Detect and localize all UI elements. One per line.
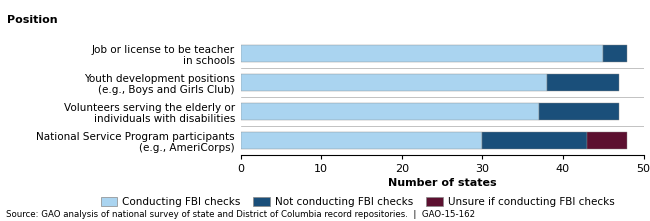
Bar (482, 132, 587, 149)
Text: Source: GAO analysis of national survey of state and District of Columbia record: Source: GAO analysis of national survey … (6, 210, 476, 219)
X-axis label: Number of states: Number of states (387, 178, 497, 188)
Legend: Conducting FBI checks, Not conducting FBI checks, Unsure if conducting FBI check: Conducting FBI checks, Not conducting FB… (101, 197, 614, 207)
Bar (603, 45, 627, 62)
Bar (240, 74, 547, 91)
Bar (240, 45, 603, 62)
Bar (240, 103, 539, 120)
Bar (539, 103, 619, 120)
Bar (240, 132, 482, 149)
Bar (547, 74, 619, 91)
Text: Position: Position (6, 15, 57, 25)
Bar (587, 132, 627, 149)
